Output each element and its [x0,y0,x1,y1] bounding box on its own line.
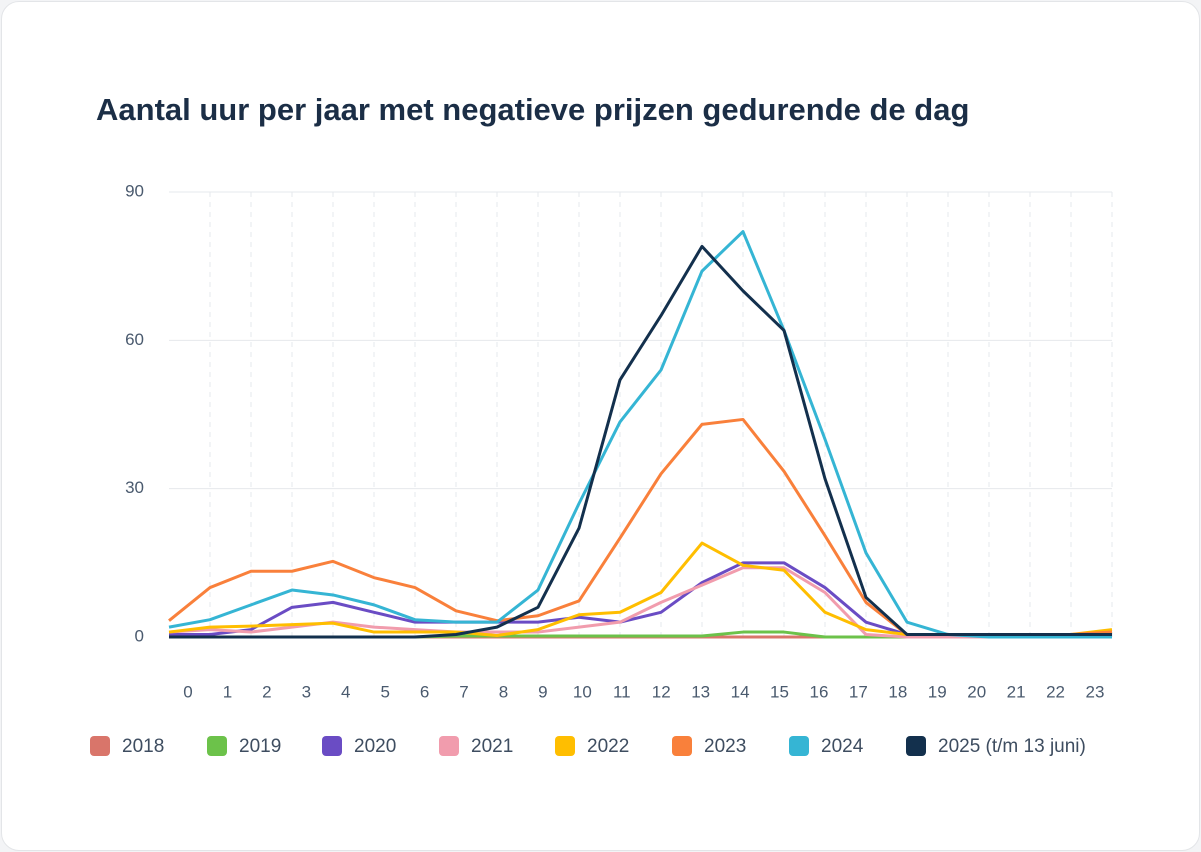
y-tick-label: 90 [125,181,144,200]
x-tick-label: 1 [223,682,232,701]
x-tick-label: 12 [652,682,671,701]
x-tick-label: 9 [538,682,547,701]
line-series [169,244,1112,639]
chart-title: Aantal uur per jaar met negatieve prijze… [96,92,969,127]
x-tick-label: 6 [420,682,429,701]
x-tick-label: 3 [302,682,311,701]
legend-swatch [207,736,227,756]
x-tick-label: 8 [499,682,508,701]
legend-swatch [789,736,809,756]
x-tick-label: 20 [967,682,986,701]
legend-label: 2023 [704,736,746,757]
legend-swatch [672,736,692,756]
legend-swatch [906,736,926,756]
legend-label: 2020 [354,736,396,757]
legend-label: 2021 [471,736,513,757]
legend-label: 2022 [587,736,629,757]
line-series [168,230,1112,639]
legend-swatch [90,736,110,756]
x-tick-label: 17 [849,682,868,701]
y-tick-label: 30 [125,478,144,497]
x-tick-label: 10 [573,682,592,701]
legend-swatch [322,736,342,756]
x-tick-label: 5 [380,682,389,701]
x-tick-label: 22 [1046,682,1065,701]
x-tick-label: 21 [1007,682,1026,701]
x-tick-label: 14 [731,682,750,701]
x-tick-label: 15 [770,682,789,701]
legend-swatch [555,736,575,756]
legend-swatch [439,736,459,756]
x-tick-label: 4 [341,682,350,701]
legend-label: 2018 [122,736,164,757]
y-tick-label: 0 [135,626,144,645]
x-tick-label: 18 [888,682,907,701]
x-tick-label: 16 [809,682,828,701]
legend-label: 2024 [821,736,864,757]
x-tick-label: 23 [1086,682,1105,701]
x-tick-label: 19 [928,682,947,701]
x-tick-label: 13 [691,682,710,701]
x-tick-label: 11 [613,682,631,701]
legend-label: 2025 (t/m 13 juni) [938,736,1086,757]
line-series [168,541,1113,638]
y-tick-label: 60 [125,330,144,349]
x-tick-label: 2 [262,682,271,701]
legend-label: 2019 [239,736,281,757]
x-tick-label: 0 [183,682,192,701]
x-tick-label: 7 [459,682,468,701]
